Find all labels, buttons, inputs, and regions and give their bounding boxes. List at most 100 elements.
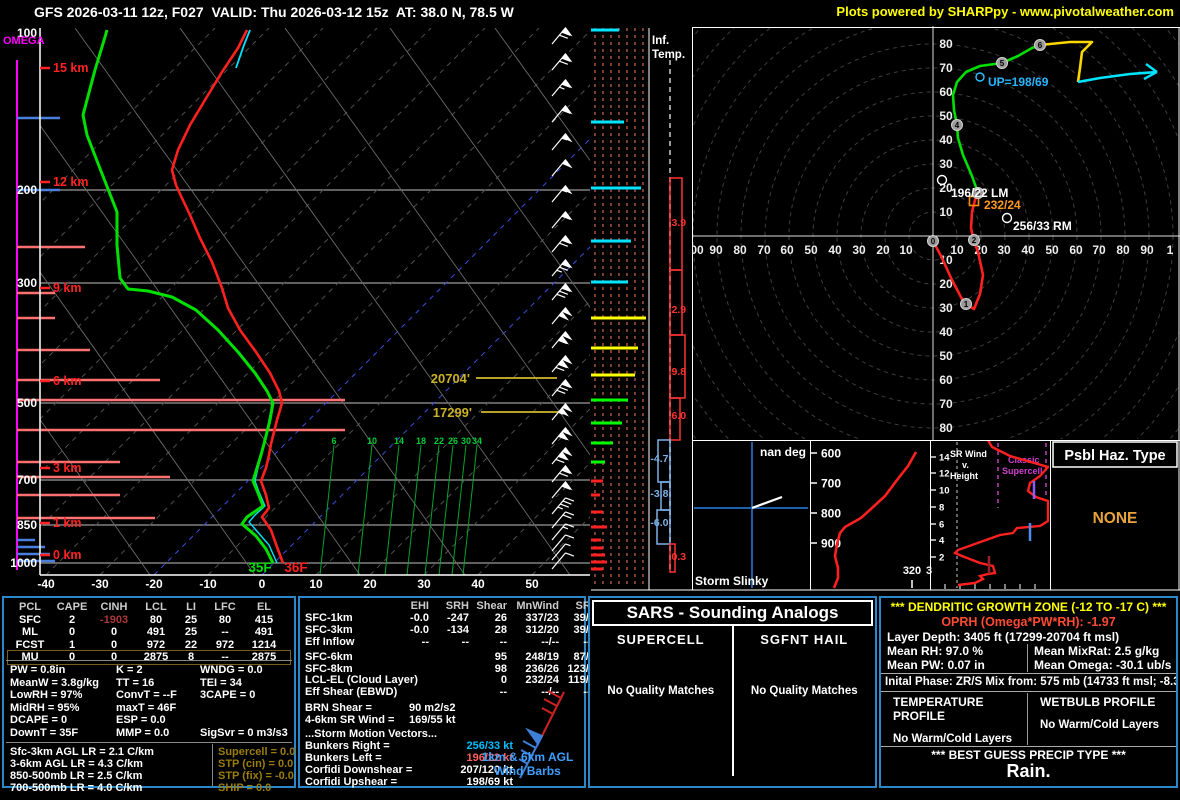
wind-barb [551,306,573,325]
parcel-name: FCST [15,638,45,651]
parcel-value: -- [221,651,229,663]
shape [565,534,575,539]
shape [561,480,573,491]
kin-value: 123/12 [567,662,601,675]
kin-value: -247 [446,611,469,624]
height-marker [1034,39,1046,51]
thermo-line: WNDG = 0.0 [200,664,263,676]
shape [558,455,568,461]
dgz-bottom-height-label: 17299' [433,405,472,420]
sr-height-label: 12 [939,469,950,480]
wind-barb [551,552,575,570]
advection-value: 2.9 [672,304,687,316]
parcel-value: 0 [110,651,118,663]
cloud-layer-mean-label: 232/24 [984,198,1021,212]
kin-value: --/-- [541,635,559,648]
hodograph-axis-label: 50 [1045,243,1059,257]
mixing-ratio-line [424,444,440,576]
sars-panel: SARS - Sounding Analogs SUPERCELL No Qua… [588,596,877,788]
layer-name: LCL-EL (Cloud Layer) [305,674,418,687]
height-marker [960,298,972,310]
layer-name: SFC-8km [305,662,353,675]
shape [565,497,575,502]
pressure-tick-label: 300 [17,276,37,290]
thetae-tick-label: 700 [821,477,841,491]
height-marker [927,235,939,247]
storm-motion-row: Bunkers Right = 256/33 kt [305,740,583,752]
thermo-line: ConvT = --F [116,689,177,702]
storm-motion-label: Corfidi Upshear = [305,776,397,789]
six-km-barb-icon [541,690,565,737]
shape [561,26,573,37]
shape [558,435,568,441]
precip-type-title: *** BEST GUESS PRECIP TYPE *** [931,748,1126,762]
wind-barb [551,354,573,373]
sars-supercell-header: SUPERCELL [616,632,705,647]
height-tick-label: 1 km [53,516,82,530]
shape [551,552,566,570]
shape [556,389,566,394]
height-tick-label: 12 km [53,175,88,189]
dry-adiabat-line [494,28,590,162]
wetbulb-profile-title: WETBULB PROFILE [1040,695,1156,709]
shape [561,234,573,245]
thetae-x-label: 3 [926,565,932,577]
thermodynamics-panel: PCL CAPE CINH LCL LI LFC EL SFC 2 -1903 80 25 80 415 M… [2,596,296,794]
shape [561,158,573,169]
height-marker [972,187,984,199]
parcel-value: 491 [146,626,166,638]
column-header: Shear [476,600,507,612]
shape [558,431,570,441]
sr-height-label: 2 [939,553,944,564]
thermo-line: 3CAPE = 0 [200,689,256,702]
sars-title: SARS - Sounding Analogs [592,600,873,626]
kin-value: 28 [494,623,507,636]
shape [559,386,569,391]
wind-barb [551,330,573,349]
shape [561,287,571,292]
wind-barb [551,511,575,529]
thermo-line: PW = 0.8in [10,664,66,676]
kin-value [399,675,429,687]
kinematics-table-2: SFC-6km 95 248/1987/15 SFC-8km 98 236/26 123… [305,650,601,700]
shape [558,359,570,369]
sr-height-label: 6 [939,520,944,531]
possible-hazard-title: Psbl Haz. Type [1064,448,1165,464]
storm-motion-barbs-icon [518,690,565,779]
shape [559,242,569,247]
shape [561,104,573,115]
mixing-ratio-label: 22 [434,436,444,446]
thermo-line: DownT = 35F [10,726,79,739]
layer-name: SFC-6km [305,650,353,663]
haz-title-box [1052,441,1178,468]
brn-shear-row: BRN Shear = 90 m2/s2 [305,702,583,714]
shape [561,402,573,413]
shape [565,543,571,547]
shape [559,266,569,271]
wind-barb [551,464,573,483]
shape [561,52,573,63]
parcel-value: 0 [110,638,118,651]
temperature-tick-label: -40 [37,577,55,591]
caption-line-1: 1km & 6km AGL [481,750,574,764]
sr-height-label: 4 [939,536,945,547]
wind-barb [551,184,573,203]
shape [558,363,568,369]
wind-barb [551,26,573,45]
isotherm-line [40,28,324,312]
hodograph-axis-label: 90 [709,243,723,257]
kinematics-row: SFC-3km -0.0 -134 28 312/2039/28 [305,623,601,637]
shape [551,534,566,552]
parcel-value: 22 [184,638,198,651]
thermo-line: SigSvr = 0 m3/s3 [200,726,288,739]
temperature-profile-cell: TEMPERATURE PROFILE No Warm/Cold Layers [881,693,1027,745]
thermo-col-3: WNDG = 0.0 TEI = 34 3CAPE = 0 SigSvr = 0 m… [200,664,288,740]
shape [551,543,566,561]
shape [556,293,566,298]
wind-barb [551,497,575,515]
shape [559,86,565,90]
advection-value: 9.8 [672,366,687,378]
layer-name: Eff Inflow [305,635,355,648]
shape [561,31,571,36]
thetae-curve [832,451,918,589]
